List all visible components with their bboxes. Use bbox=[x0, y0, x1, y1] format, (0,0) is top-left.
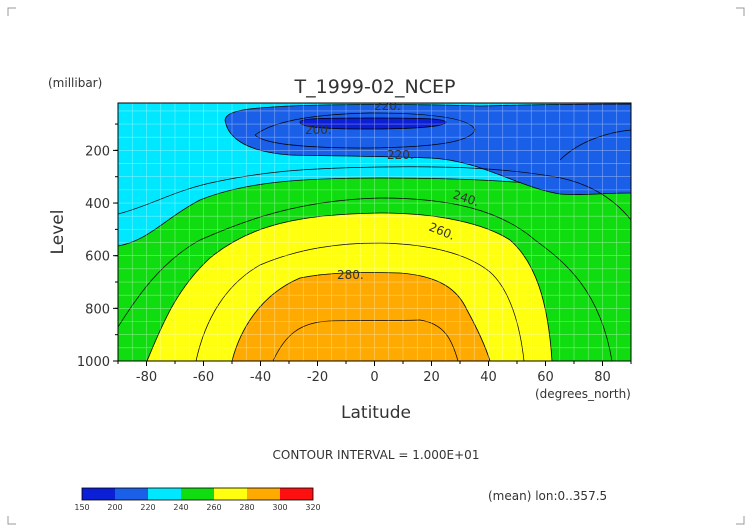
x-tick-label: -60 bbox=[193, 370, 214, 385]
x-tick-label: -40 bbox=[250, 370, 271, 385]
plot-area: 220. 200. 220. 240. 260. 280. bbox=[118, 99, 631, 361]
corner-marks bbox=[7, 7, 745, 525]
x-units-label: (degrees_north) bbox=[535, 387, 631, 401]
contour-label: 200. bbox=[305, 123, 332, 137]
colorbar-swatch bbox=[181, 488, 214, 500]
footnote: (mean) lon:0..357.5 bbox=[488, 489, 607, 503]
contour-label: 220. bbox=[374, 99, 401, 113]
colorbar-level-label: 240 bbox=[173, 503, 188, 512]
grid bbox=[118, 103, 631, 361]
colorbar-swatch bbox=[115, 488, 148, 500]
colorbar: 150 200 220 240 260 280 300 320 bbox=[74, 487, 321, 512]
y-tick-label: 800 bbox=[85, 302, 110, 317]
x-tick-label: 80 bbox=[594, 370, 611, 385]
y-units-label: (millibar) bbox=[48, 76, 102, 90]
contour-label: 280. bbox=[337, 268, 364, 282]
contour-label: 220. bbox=[387, 148, 414, 162]
colorbar-swatch bbox=[82, 488, 115, 500]
colorbar-swatch bbox=[148, 488, 181, 500]
y-tick-label: 400 bbox=[85, 197, 110, 212]
x-tick-label: -80 bbox=[136, 370, 157, 385]
x-tick-label: 20 bbox=[423, 370, 440, 385]
colorbar-level-label: 200 bbox=[107, 503, 122, 512]
colorbar-level-label: 300 bbox=[272, 503, 287, 512]
y-tick-label: 200 bbox=[85, 144, 110, 159]
colorbar-level-label: 150 bbox=[74, 503, 89, 512]
colorbar-level-label: 260 bbox=[206, 503, 221, 512]
chart-title: T_1999-02_NCEP bbox=[294, 76, 456, 98]
colorbar-level-label: 280 bbox=[239, 503, 254, 512]
x-axis-ticks: -80 -60 -40 -20 0 20 40 60 80 bbox=[117, 361, 632, 385]
x-axis-label: Latitude bbox=[341, 403, 411, 423]
colorbar-frame bbox=[81, 487, 314, 501]
colorbar-level-label: 220 bbox=[140, 503, 155, 512]
x-tick-label: 0 bbox=[370, 370, 378, 385]
x-tick-label: 40 bbox=[480, 370, 497, 385]
colorbar-level-label: 320 bbox=[305, 503, 320, 512]
x-tick-label: -20 bbox=[307, 370, 328, 385]
contour-interval-text: CONTOUR INTERVAL = 1.000E+01 bbox=[273, 448, 480, 462]
y-axis-label: Level bbox=[48, 210, 68, 255]
contour-lines bbox=[118, 112, 631, 361]
colorbar-swatch bbox=[280, 488, 313, 500]
x-tick-label: 60 bbox=[537, 370, 554, 385]
y-tick-label: 1000 bbox=[77, 355, 110, 370]
colorbar-swatch bbox=[247, 488, 280, 500]
y-axis-ticks: 200 400 600 800 1000 bbox=[77, 123, 118, 370]
band-150-200 bbox=[299, 117, 447, 130]
band-280-300 bbox=[231, 272, 491, 361]
y-tick-label: 600 bbox=[85, 250, 110, 265]
colorbar-swatch bbox=[214, 488, 247, 500]
